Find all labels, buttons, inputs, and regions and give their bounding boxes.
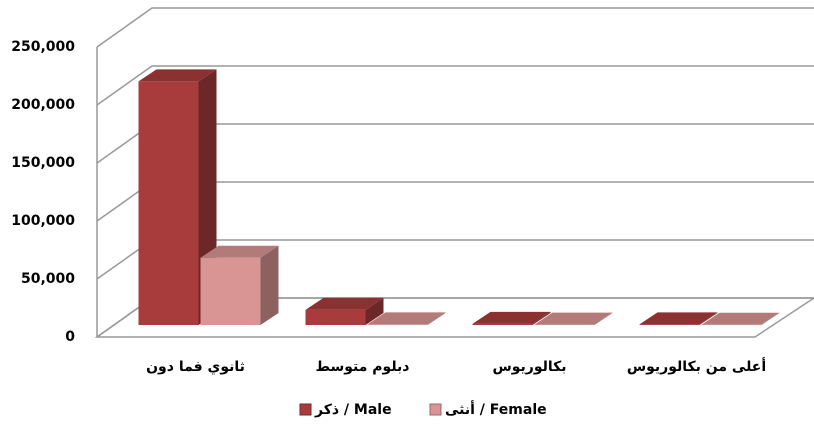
bar bbox=[367, 324, 428, 325]
bar-side bbox=[594, 312, 613, 325]
bar bbox=[200, 257, 261, 325]
bar-side bbox=[260, 245, 279, 325]
bar-top bbox=[367, 312, 446, 325]
bar-side bbox=[532, 311, 551, 325]
x-tick-label: بكالوريوس bbox=[492, 359, 566, 375]
bar-side bbox=[761, 312, 780, 325]
bar-top bbox=[200, 245, 279, 258]
x-tick-label: أعلى من بكالوريوس bbox=[627, 357, 766, 375]
bar bbox=[305, 309, 366, 325]
x-tick-label: دبلوم متوسط bbox=[316, 359, 410, 375]
bar-side bbox=[699, 312, 718, 325]
x-tick-label: ثانوي فما دون bbox=[146, 359, 245, 376]
legend-label: أنثى / Female bbox=[445, 400, 547, 418]
grid-line bbox=[96, 7, 814, 48]
bar-top bbox=[701, 312, 780, 325]
legend-marker bbox=[299, 403, 312, 416]
y-tick-label: 150,000 bbox=[11, 155, 75, 171]
bar-top bbox=[534, 312, 613, 325]
legend-label: ذكر / Male bbox=[314, 402, 392, 418]
bar bbox=[639, 324, 700, 325]
legend-marker bbox=[429, 403, 442, 416]
bar bbox=[472, 323, 533, 325]
bar-top bbox=[305, 297, 384, 310]
y-tick-label: 0 bbox=[65, 329, 75, 345]
bar-top bbox=[138, 69, 217, 82]
bar-top bbox=[639, 312, 718, 325]
legend-item: أنثى / Female bbox=[429, 400, 547, 418]
y-tick-label: 100,000 bbox=[11, 213, 75, 229]
legend-item: ذكر / Male bbox=[299, 402, 392, 418]
bar-side bbox=[365, 297, 384, 325]
y-tick-label: 200,000 bbox=[11, 97, 75, 113]
y-tick-label: 50,000 bbox=[21, 271, 75, 287]
bar-side bbox=[427, 312, 446, 325]
y-tick-label: 250,000 bbox=[11, 39, 75, 55]
bar bbox=[138, 81, 199, 326]
grid-line bbox=[96, 65, 814, 106]
bar-top bbox=[472, 311, 551, 324]
